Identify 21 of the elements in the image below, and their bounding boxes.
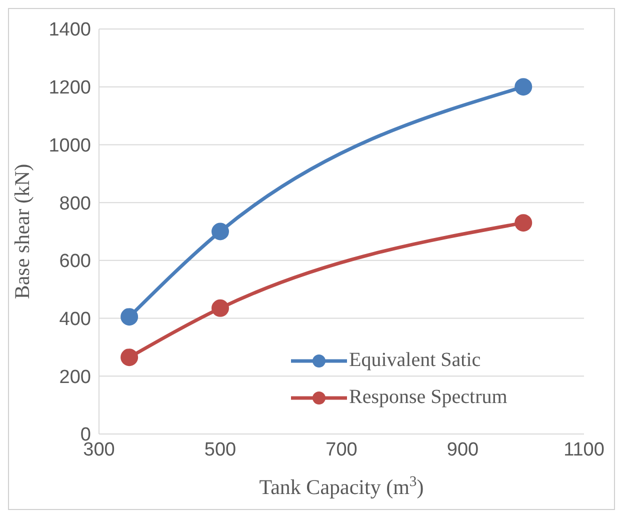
point — [514, 214, 532, 232]
point — [120, 348, 138, 366]
y-tick-label: 600 — [59, 251, 91, 272]
point — [120, 308, 138, 326]
y-tick-label: 1400 — [48, 20, 91, 41]
legend-label: Equivalent Satic — [349, 349, 481, 372]
legend-label: Response Spectrum — [349, 386, 508, 409]
y-tick-label: 400 — [59, 309, 91, 330]
y-axis-title: Base shear (kN) — [10, 164, 34, 300]
point — [212, 299, 229, 317]
point — [514, 78, 532, 96]
y-tick-label: 200 — [59, 366, 91, 388]
x-tick-label: 1100 — [564, 439, 604, 460]
x-tick-label: 500 — [204, 439, 236, 460]
x-axis-title: Tank Capacity (m$^{3}$) — [259, 474, 424, 499]
x-tick-label: 700 — [326, 439, 358, 460]
y-tick-label: 1000 — [48, 135, 91, 156]
x-tick-label: 900 — [446, 439, 479, 460]
point — [212, 222, 229, 240]
y-tick-label: 1200 — [48, 78, 91, 99]
y-tick-label: 800 — [59, 193, 91, 214]
